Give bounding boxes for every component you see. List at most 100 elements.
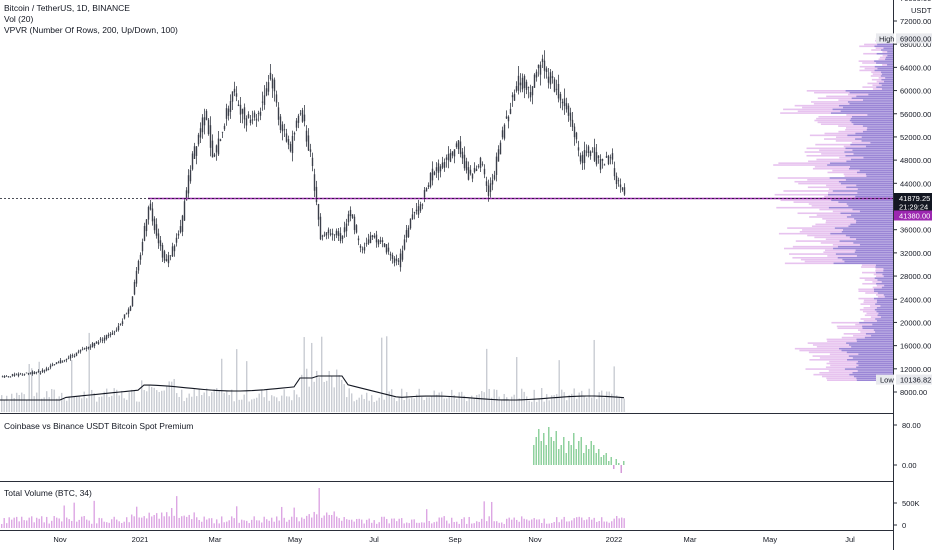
total-volume-bar <box>578 516 580 528</box>
candle-body <box>71 354 74 356</box>
vpvr-row-up <box>856 377 893 380</box>
total-volume-bar <box>56 517 58 528</box>
price-tick-label: 72000.00 <box>900 17 931 26</box>
candle-body <box>615 175 618 185</box>
total-volume-bar <box>46 516 48 528</box>
vpvr-row-down <box>878 58 886 61</box>
total-volume-bar <box>496 521 498 528</box>
total-volume-bar <box>538 519 540 528</box>
candle-body <box>63 359 66 361</box>
last-price-tag[interactable] <box>894 193 932 211</box>
vpvr-row-up <box>874 308 893 311</box>
vpvr-row-up <box>876 62 893 64</box>
candle-body <box>133 281 136 295</box>
volume-bar <box>196 396 198 412</box>
volume-bar <box>368 400 370 412</box>
bar-countdown: 21:29:24 <box>899 203 928 212</box>
candle-body <box>171 246 174 257</box>
total-volume-bar <box>408 523 410 528</box>
legend-total-volume[interactable]: Total Volume (BTC, 34) <box>4 488 92 498</box>
candle-body <box>237 104 240 106</box>
legend-premium[interactable]: Coinbase vs Binance USDT Bitcoin Spot Pr… <box>4 421 194 431</box>
vpvr-row-down <box>872 84 882 87</box>
total-volume-bar <box>38 518 40 528</box>
volume-bar <box>393 397 395 412</box>
vpvr-row-down <box>845 128 867 131</box>
total-volume-bar <box>623 518 625 528</box>
vpvr-row-down <box>826 95 857 98</box>
total-volume-bar <box>1 523 3 528</box>
premium-bar <box>605 453 607 465</box>
legend-symbol[interactable]: Bitcoin / TetherUS, 1D, BINANCE <box>4 3 130 13</box>
total-volume-bar <box>363 523 365 528</box>
candle-body <box>273 79 276 92</box>
vpvr-row-up <box>852 357 893 359</box>
candle-body <box>299 113 302 115</box>
candle-body <box>219 139 222 141</box>
total-volume-bar <box>583 520 585 528</box>
high-label: High <box>879 34 894 43</box>
vpvr-row-down <box>787 227 835 229</box>
vpvr-row-up <box>839 240 893 242</box>
total-volume-bar <box>306 515 308 528</box>
total-volume-bar <box>161 512 163 528</box>
total-volume-bar <box>288 519 290 528</box>
volume-bar <box>73 395 75 412</box>
candle-body <box>549 72 552 85</box>
vpvr-row-up <box>857 188 893 190</box>
premium-bar <box>588 449 590 465</box>
candle-body <box>539 64 542 75</box>
candle-body <box>231 91 234 102</box>
candle-body <box>207 119 210 135</box>
candle-body <box>337 231 340 237</box>
legend-volume[interactable]: Vol (20) <box>4 14 34 24</box>
candle-body <box>577 147 580 151</box>
total-volume-bar <box>403 523 405 528</box>
vpvr-row-down <box>843 333 866 335</box>
vpvr-row-up <box>883 275 893 278</box>
total-volume-bar <box>226 521 228 528</box>
total-volume-bar <box>208 518 210 528</box>
volume-bar <box>248 401 250 412</box>
candle-body <box>281 124 284 132</box>
candle-body <box>257 113 260 114</box>
total-volume-bar <box>531 519 533 528</box>
volume-bar <box>246 361 248 412</box>
candle-body <box>573 126 576 138</box>
total-volume-bar <box>271 517 273 528</box>
volume-bar <box>326 380 328 412</box>
vpvr-row-up <box>874 45 893 48</box>
vpvr-row-down <box>838 125 863 127</box>
volume-bar <box>303 337 305 412</box>
volume-bar <box>586 397 588 412</box>
total-volume-bar <box>146 518 148 528</box>
candle-body <box>481 163 484 165</box>
vpvr-row-up <box>831 199 893 202</box>
candle-body <box>559 94 562 101</box>
volume-bar <box>316 370 318 412</box>
candle-body <box>113 331 116 333</box>
volume-bar <box>86 398 88 412</box>
candle-body <box>229 101 232 112</box>
vpvr-row-down <box>778 232 831 235</box>
total-volume-bar <box>376 523 378 528</box>
vpvr-row-down <box>829 353 859 356</box>
vpvr-row-up <box>883 269 893 272</box>
candle-body <box>413 211 416 214</box>
legend-vpvr[interactable]: VPVR (Number Of Rows, 200, Up/Down, 100) <box>4 25 178 35</box>
premium-bar <box>553 441 555 465</box>
total-volume-bar <box>388 523 390 528</box>
vpvr-row-up <box>854 218 893 220</box>
vpvr-row-up <box>880 305 893 307</box>
candle-body <box>211 140 214 158</box>
volume-bar <box>76 395 78 412</box>
volume-bar <box>11 393 13 412</box>
total-volume-bar <box>358 518 360 528</box>
volume-bar <box>396 401 398 412</box>
vpvr-row-up <box>848 225 893 228</box>
volume-bar <box>418 388 420 412</box>
total-volume-bar <box>431 523 433 528</box>
volume-bar <box>206 388 208 412</box>
